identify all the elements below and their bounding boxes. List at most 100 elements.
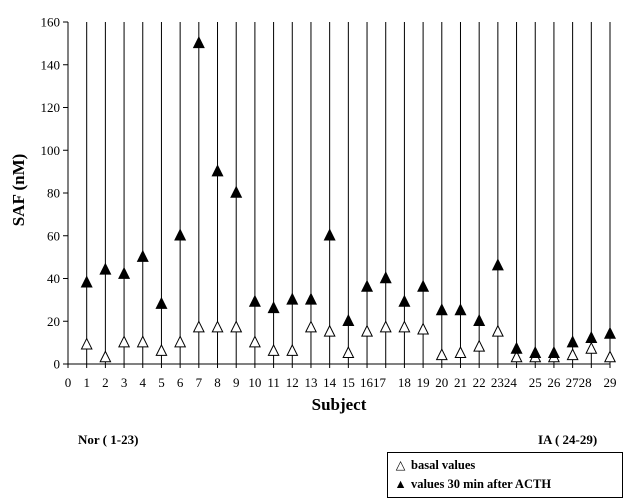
x-axis-title: Subject <box>312 395 367 414</box>
x-tick-label: 1617 <box>360 375 387 390</box>
basal-point <box>230 320 243 333</box>
acth-point <box>379 271 392 284</box>
acth-point <box>510 341 523 354</box>
y-axis: 0 20 40 60 80 100 120 140 160 <box>41 15 69 372</box>
x-tick-label: 0 <box>65 375 72 390</box>
x-tick-label: 13 <box>304 375 317 390</box>
basal-point <box>99 350 112 363</box>
x-tick-label: 26 <box>547 375 561 390</box>
basal-point <box>361 324 374 337</box>
basal-point <box>136 335 149 348</box>
acth-point <box>417 279 430 292</box>
legend-label-basal: basal values <box>411 458 476 472</box>
acth-point <box>118 266 131 279</box>
basal-point <box>510 350 523 363</box>
basal-point <box>585 341 598 354</box>
series-acth <box>80 36 617 359</box>
x-tick-label: 9 <box>233 375 240 390</box>
acth-point <box>435 303 448 316</box>
y-tick-label: 140 <box>41 57 61 72</box>
basal-point <box>267 343 280 356</box>
acth-point <box>342 313 355 326</box>
y-tick-label: 0 <box>54 357 61 372</box>
acth-point <box>99 262 112 275</box>
basal-point <box>398 320 411 333</box>
acth-point <box>603 326 617 339</box>
basal-point <box>192 320 205 333</box>
acth-point <box>547 345 560 359</box>
basal-point <box>379 320 392 333</box>
x-tick-label: 18 <box>398 375 411 390</box>
x-tick-label: 2728 <box>566 375 592 390</box>
acth-point <box>155 296 168 309</box>
x-tick-label: 22 <box>473 375 486 390</box>
basal-point <box>323 324 336 337</box>
basal-point <box>248 335 261 348</box>
x-tick-label: 7 <box>196 375 203 390</box>
x-tick-label: 2 <box>102 375 109 390</box>
y-tick-label: 100 <box>41 143 61 158</box>
legend-item-acth: ▲ values 30 min after ACTH <box>394 475 616 494</box>
basal-point <box>118 335 131 348</box>
acth-point <box>286 292 299 305</box>
basal-point <box>155 343 168 356</box>
y-tick-label: 160 <box>41 15 61 30</box>
y-tick-label: 40 <box>47 271 60 286</box>
basal-point <box>491 324 504 337</box>
x-tick-label: 8 <box>214 375 221 390</box>
basal-point <box>435 348 448 361</box>
legend: △ basal values ▲ values 30 min after ACT… <box>387 452 623 498</box>
x-tick-label: 3 <box>121 375 128 390</box>
acth-point <box>248 294 261 307</box>
acth-point <box>473 313 486 326</box>
acth-point <box>230 185 243 198</box>
x-tick-label: 29 <box>604 375 617 390</box>
y-tick-label: 60 <box>47 228 60 243</box>
x-tick-label: 21 <box>454 375 467 390</box>
y-tick-label: 120 <box>41 100 61 115</box>
x-tick-label: 4 <box>140 375 147 390</box>
basal-point <box>473 339 486 352</box>
acth-point <box>361 279 374 292</box>
x-tick-label: 6 <box>177 375 184 390</box>
basal-point <box>603 350 617 363</box>
acth-point <box>323 228 336 241</box>
basal-point <box>417 322 430 335</box>
x-tick-label: 25 <box>529 375 542 390</box>
x-tick-label: 1 <box>83 375 90 390</box>
x-tick-label: 20 <box>435 375 448 390</box>
y-axis-title: SAF (nM) <box>9 154 28 227</box>
y-tick-label: 20 <box>47 314 60 329</box>
acth-point <box>398 294 411 307</box>
basal-point <box>211 320 224 333</box>
basal-point <box>566 348 579 361</box>
open-triangle-icon: △ <box>395 458 406 472</box>
legend-label-acth: values 30 min after ACTH <box>411 477 552 491</box>
x-tick-label: 5 <box>158 375 165 390</box>
x-tick-label: 2324 <box>491 375 518 390</box>
acth-point <box>136 249 149 262</box>
acth-point <box>566 335 579 348</box>
basal-point <box>304 320 317 333</box>
y-tick-label: 80 <box>47 186 60 201</box>
legend-item-basal: △ basal values <box>394 456 616 475</box>
group-label-nor: Nor ( 1-23) <box>78 432 139 447</box>
acth-point <box>211 164 224 177</box>
basal-point <box>342 345 355 359</box>
x-tick-label: 12 <box>286 375 299 390</box>
acth-point <box>454 303 467 316</box>
filled-triangle-icon: ▲ <box>394 477 407 491</box>
acth-point <box>267 301 280 314</box>
basal-point <box>454 345 467 359</box>
x-tick-label: 10 <box>248 375 261 390</box>
grid-lines <box>86 22 611 364</box>
acth-point <box>80 275 93 288</box>
group-label-ia: IA ( 24-29) <box>538 432 598 447</box>
acth-point <box>174 228 187 241</box>
x-tick-label: 11 <box>267 375 280 390</box>
acth-point <box>192 36 205 49</box>
basal-point <box>286 343 299 356</box>
basal-point <box>174 335 187 348</box>
x-tick-label: 15 <box>342 375 355 390</box>
